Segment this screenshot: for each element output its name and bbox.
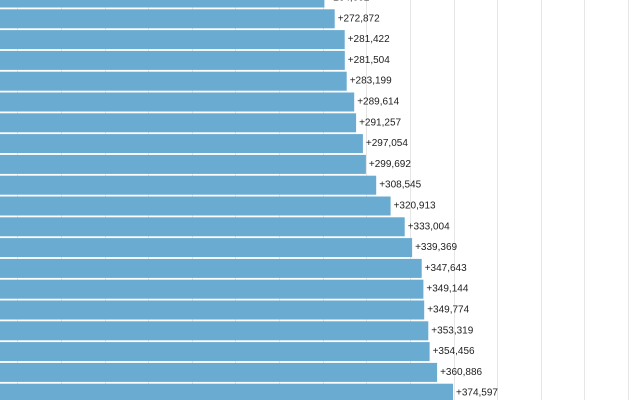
bar-9	[0, 175, 377, 195]
bar-3	[0, 50, 345, 70]
bar-value-label-2: +281,422	[348, 34, 390, 45]
bar-value-label-16: +353,319	[431, 325, 473, 336]
bar-value-label-3: +281,504	[348, 55, 390, 66]
bar-value-label-4: +283,199	[350, 76, 392, 87]
bar-12	[0, 238, 413, 258]
bar-17	[0, 342, 430, 362]
bar-value-label-9: +308,545	[379, 180, 421, 191]
bar-1	[0, 9, 335, 29]
bar-value-label-5: +289,614	[357, 97, 399, 108]
bar-10	[0, 196, 391, 216]
bar-7	[0, 134, 363, 154]
bar-value-label-19: +374,597	[456, 388, 498, 399]
bar-6	[0, 113, 357, 133]
bar-8	[0, 154, 366, 174]
bar-value-label-14: +349,144	[426, 284, 468, 295]
bar-value-label-7: +297,054	[366, 138, 408, 149]
bar-5	[0, 92, 355, 112]
bar-13	[0, 258, 422, 278]
bar-14	[0, 279, 424, 299]
bar-value-label-1: +272,872	[338, 13, 380, 24]
bar-value-label-6: +291,257	[359, 117, 401, 128]
bar-15	[0, 300, 425, 320]
bar-value-label-12: +339,369	[415, 242, 457, 253]
bar-labels: +264,002 +272,872 +281,422 +281,504 +283,199…	[327, 0, 498, 399]
bar-16	[0, 321, 429, 341]
bar-value-label-8: +299,692	[369, 159, 411, 170]
bar-0	[0, 0, 325, 8]
bar-value-label-15: +349,774	[427, 305, 469, 316]
bar-value-label-10: +320,913	[394, 201, 436, 212]
bar-value-label-11: +333,004	[408, 221, 450, 232]
bar-value-label-0: +264,002	[327, 0, 369, 4]
bar-4	[0, 71, 347, 91]
bar-value-label-13: +347,643	[425, 263, 467, 274]
bar-2	[0, 30, 345, 50]
bar-11	[0, 217, 405, 237]
bar-19	[0, 383, 453, 400]
bar-18	[0, 362, 438, 382]
bar-value-label-17: +354,456	[433, 346, 475, 357]
bar-value-label-18: +360,886	[440, 367, 482, 378]
bars	[0, 0, 453, 400]
